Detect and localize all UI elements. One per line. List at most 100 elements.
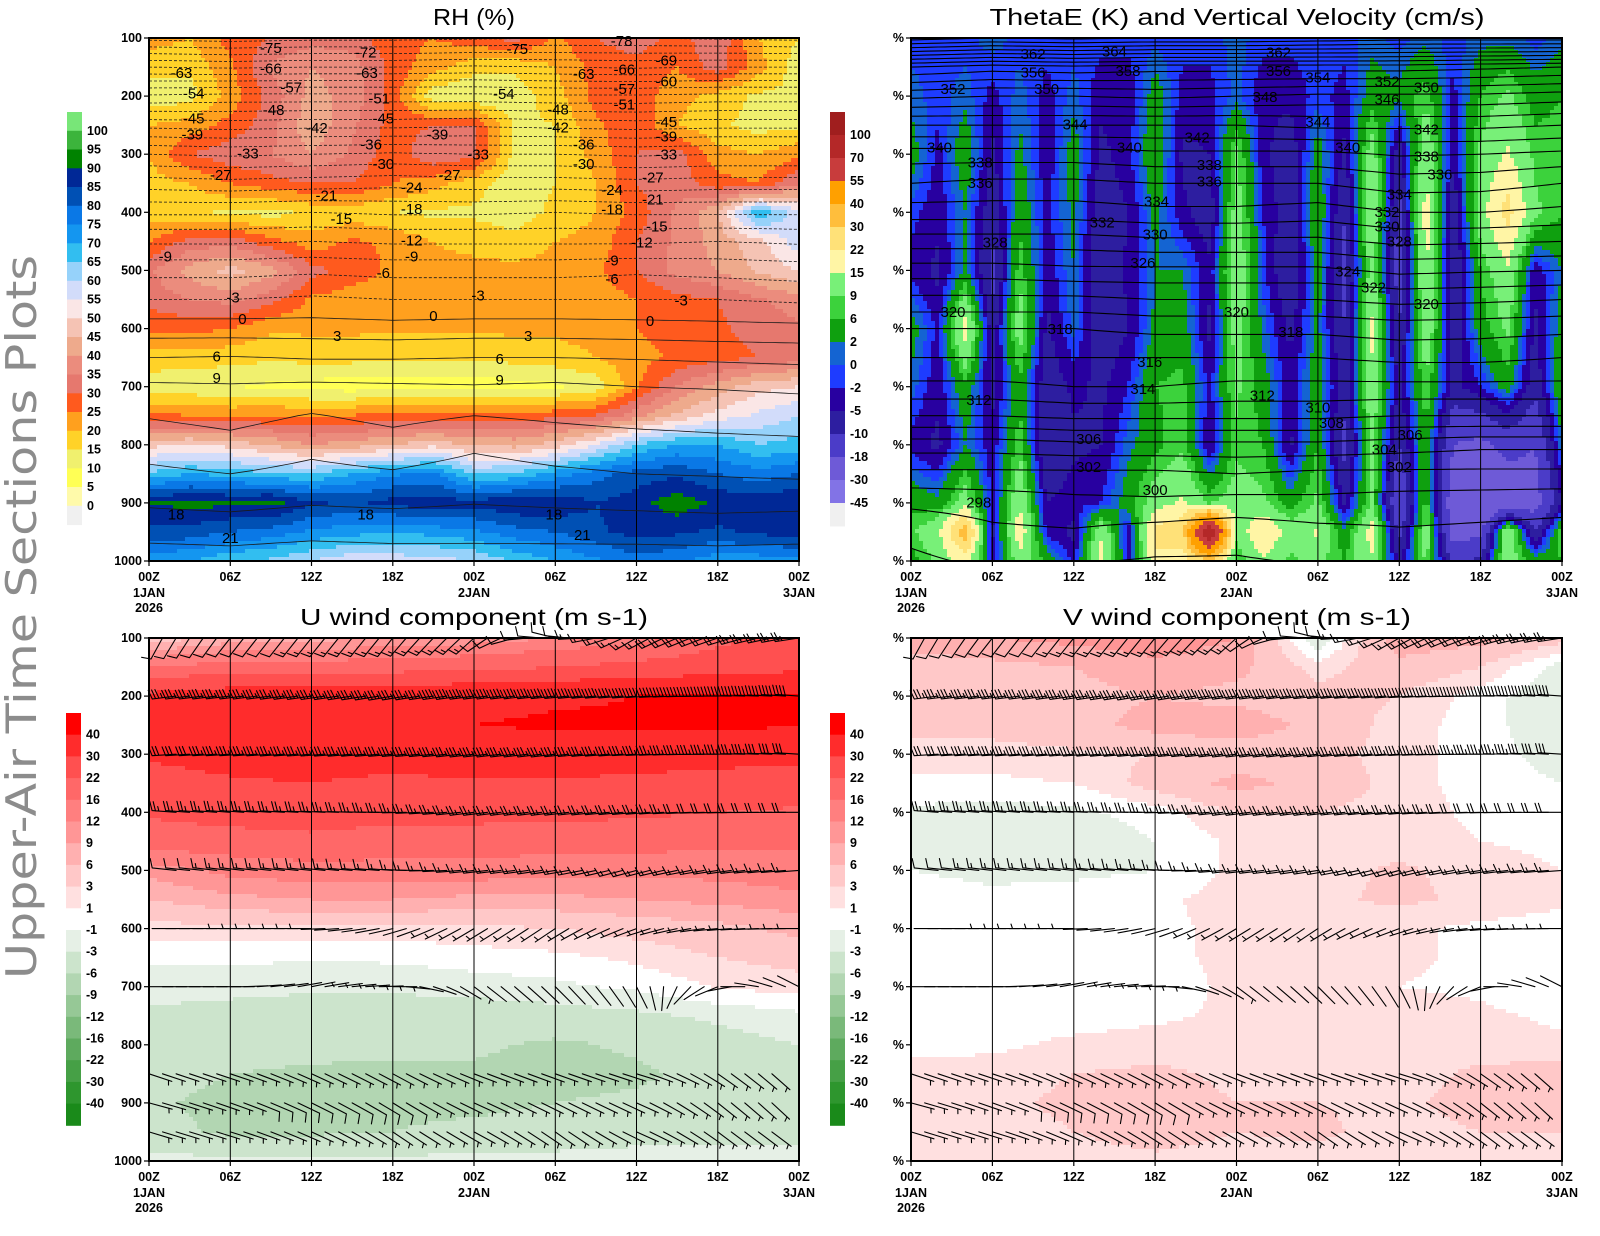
vertical-velocity-fill-band [1438,194,1442,198]
vertical-velocity-fill-band [1402,74,1438,78]
vertical-velocity-fill-band [1446,230,1450,234]
vertical-velocity-fill-band [1083,122,1091,126]
vertical-velocity-fill-band [1246,178,1254,182]
vertical-velocity-fill-band [1211,194,1219,198]
rh-fill-band [608,274,643,278]
rh-fill-band [253,74,273,78]
vertical-velocity-fill-band [1238,154,1242,158]
rh-fill-band [384,114,424,118]
vertical-velocity-fill-band [1322,242,1326,246]
vertical-velocity-fill-band [1059,150,1067,154]
vertical-velocity-fill-band [1242,146,1250,150]
vertical-velocity-fill-band [963,246,967,250]
vertical-velocity-fill-band [1386,158,1390,162]
vertical-velocity-fill-band [1079,182,1083,186]
vertical-velocity-fill-band [979,138,983,142]
rh-fill-band [608,497,659,501]
rh-fill-band [197,465,293,469]
vertical-velocity-fill-band [1298,238,1302,242]
vertical-velocity-fill-band [1071,230,1075,234]
vertical-velocity-fill-band [1522,122,1534,126]
vertical-velocity-fill-band [1163,98,1171,102]
temperature-contour-label: -45 [183,110,205,127]
rh-fill-band [556,469,592,473]
vertical-velocity-fill-band [1334,170,1338,174]
vertical-velocity-fill-band [1254,130,1258,134]
vertical-velocity-fill-band [1067,98,1079,102]
vertical-velocity-fill-band [1111,158,1131,162]
vertical-velocity-fill-band [1414,218,1418,222]
rh-fill-band [225,194,408,198]
vertical-velocity-fill-band [1219,242,1223,246]
vertical-velocity-fill-band [1510,154,1530,158]
vertical-velocity-fill-band [1187,238,1203,242]
vertical-velocity-fill-band [1059,194,1067,198]
rh-fill-band [312,294,628,298]
vertical-velocity-fill-band [1055,106,1063,110]
rh-fill-band [616,174,636,178]
rh-fill-band [412,110,480,114]
vertical-velocity-fill-band [911,82,919,86]
rh-fill-band [444,246,548,250]
rh-fill-band [719,210,727,214]
vertical-velocity-fill-band [1350,134,1354,138]
rh-fill-band [297,453,324,457]
rh-fill-band [731,122,799,126]
vertical-velocity-fill-band [1258,230,1262,234]
vertical-velocity-fill-band [911,246,935,250]
vertical-velocity-fill-band [1099,142,1107,146]
vertical-velocity-fill-band [1366,178,1378,182]
vertical-velocity-fill-band [1250,142,1254,146]
rh-fill-band [273,174,360,178]
vertical-velocity-fill-band [951,246,955,250]
vertical-velocity-fill-band [1334,110,1350,114]
vertical-velocity-fill-band [1079,226,1087,230]
vertical-velocity-fill-band [923,86,955,90]
vertical-velocity-fill-band [1059,174,1067,178]
vertical-velocity-fill-band [1470,222,1474,226]
rh-fill-band [695,78,723,82]
vertical-velocity-fill-band [1179,218,1195,222]
rh-fill-band [604,122,655,126]
vertical-velocity-fill-band [1027,110,1039,114]
vertical-velocity-fill-band [959,126,971,130]
vertical-velocity-fill-band [1163,170,1167,174]
rh-fill-band [348,473,400,477]
rh-fill-band [273,429,368,433]
vertical-velocity-fill-band [1490,118,1522,122]
x-tick-label: 00Z [788,570,810,584]
rh-fill-band [249,126,277,130]
rh-fill-band [747,258,779,262]
rh-fill-band [643,190,739,194]
vertical-velocity-fill-band [1011,170,1015,174]
temperature-contour-line [149,200,799,203]
vertical-velocity-fill-band [983,210,999,214]
rh-fill-band [659,385,675,389]
rh-fill-band [604,521,799,525]
rh-fill-band [735,238,763,242]
rh-fill-band [269,457,340,461]
rh-title: RH (%) [433,4,515,30]
vertical-velocity-fill-band [915,194,927,198]
rh-fill-band [149,369,161,373]
rh-colorbar-label: 85 [87,180,101,194]
vertical-velocity-fill-band [1011,138,1019,142]
rh-fill-band [556,182,596,186]
rh-fill-band [173,230,245,234]
vertical-velocity-fill-band [1027,194,1035,198]
rh-fill-band [540,110,572,114]
rh-fill-band [608,142,691,146]
vertical-velocity-fill-band [1314,110,1318,114]
vertical-velocity-fill-band [975,106,983,110]
vertical-velocity-fill-band [1362,234,1366,238]
vertical-velocity-fill-band [1238,178,1246,182]
vertical-velocity-fill-band [935,134,939,138]
vertical-velocity-fill-band [1366,198,1378,202]
vertical-velocity-fill-band [1039,90,1055,94]
vertical-velocity-fill-band [967,110,975,114]
vertical-velocity-fill-band [1486,122,1522,126]
vertical-velocity-fill-band [1526,238,1530,242]
rh-fill-band [596,114,655,118]
vertical-velocity-fill-band [1298,194,1302,198]
rh-fill-band [309,74,320,78]
